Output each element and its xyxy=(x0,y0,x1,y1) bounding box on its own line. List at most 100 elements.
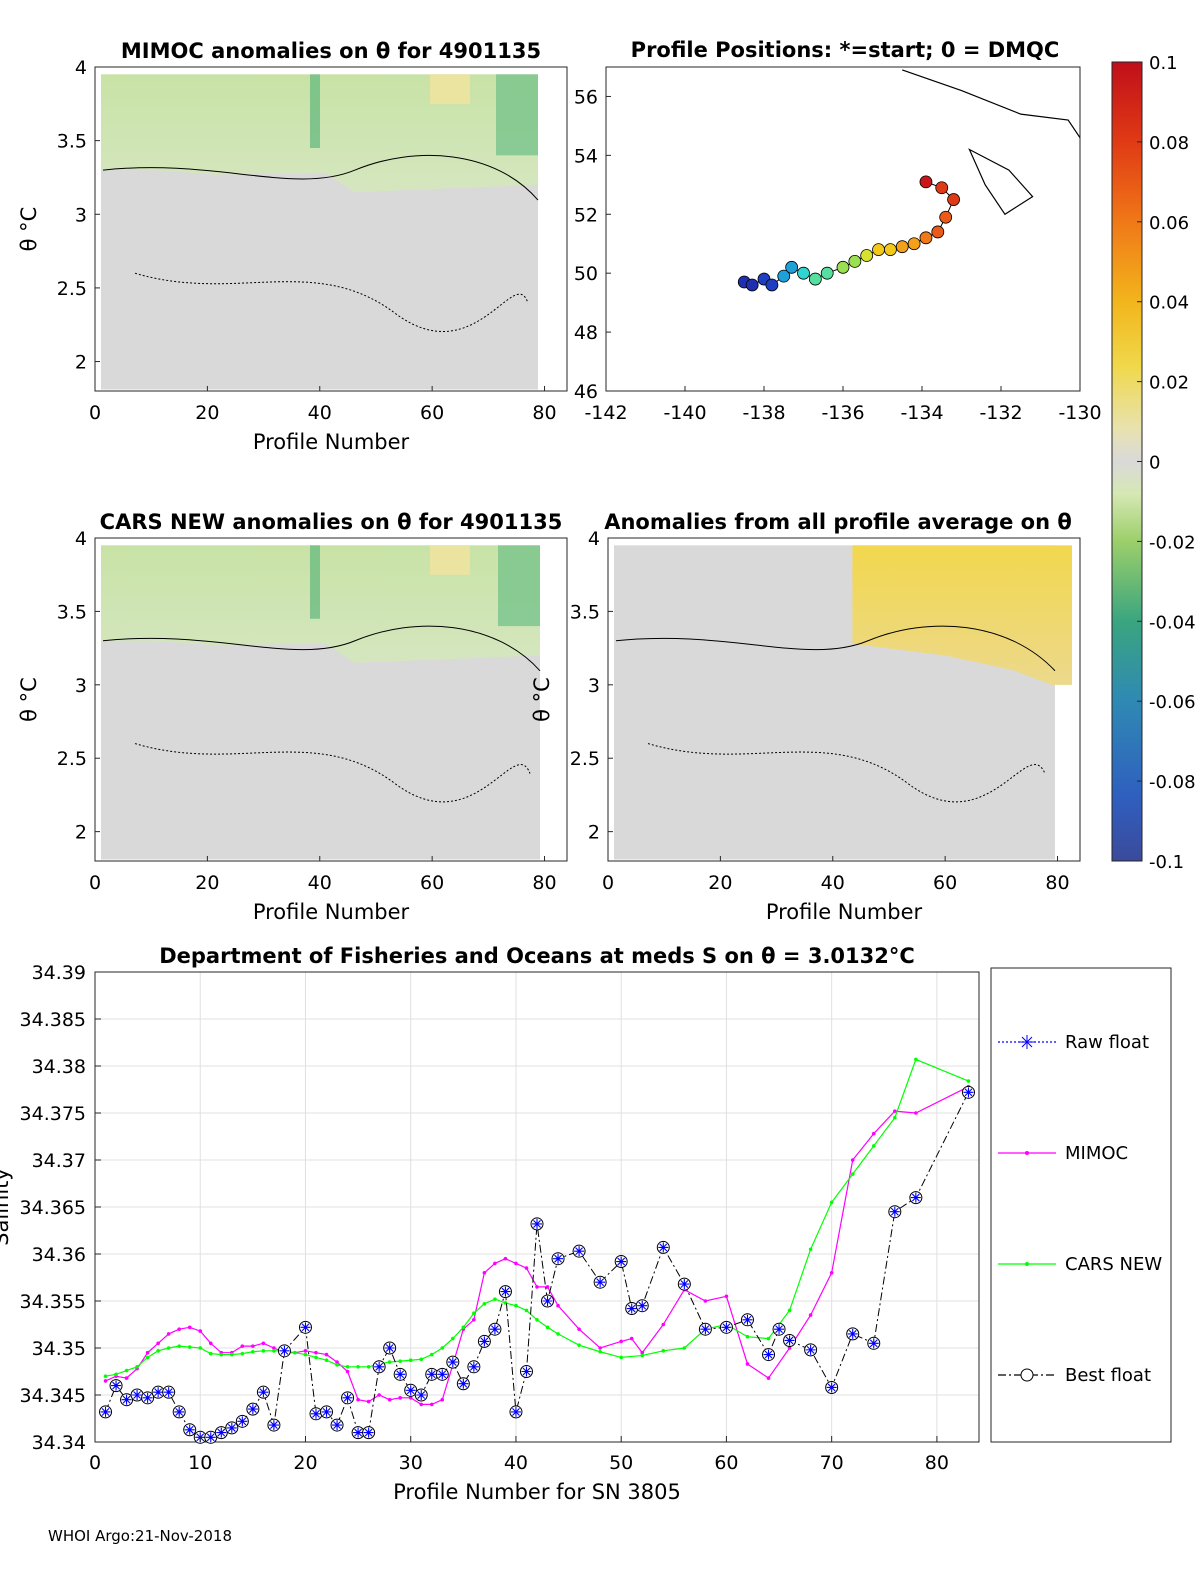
series-point xyxy=(703,1299,708,1303)
y-tick-label: 48 xyxy=(574,322,598,344)
raw-float-marker xyxy=(174,1406,185,1417)
track-point xyxy=(820,266,834,280)
track-point xyxy=(860,249,874,262)
series-point xyxy=(198,1329,203,1333)
series-point xyxy=(251,1349,255,1354)
series-point xyxy=(208,1341,213,1346)
raw-float-marker xyxy=(100,1406,111,1417)
raw-float-marker xyxy=(163,1387,174,1398)
series-point xyxy=(124,1376,129,1380)
raw-float-marker xyxy=(868,1338,879,1349)
series-point xyxy=(272,1346,276,1350)
y-tick-label: 34.37 xyxy=(32,1150,86,1172)
raw-float-marker xyxy=(595,1277,606,1288)
track-point xyxy=(919,175,933,189)
series-point xyxy=(145,1350,150,1355)
raw-float-marker xyxy=(205,1432,216,1443)
y-tick-label: 34.385 xyxy=(20,1009,86,1031)
axes-frame xyxy=(605,66,1081,392)
y-tick-label: 3 xyxy=(75,204,87,226)
series-point xyxy=(829,1271,834,1275)
series-point xyxy=(145,1355,150,1360)
raw-float-marker xyxy=(574,1246,585,1257)
x-tick-label: -134 xyxy=(900,402,943,424)
series-point xyxy=(871,1131,876,1136)
panel-title: CARS NEW anomalies on θ for 4901135 xyxy=(100,510,563,534)
raw-float-marker xyxy=(658,1242,669,1253)
series-point xyxy=(914,1057,918,1062)
y-tick-label: 2.5 xyxy=(570,748,600,770)
series-point xyxy=(808,1247,813,1252)
series-point xyxy=(535,1285,539,1289)
series-point xyxy=(808,1313,813,1317)
series-point xyxy=(240,1351,245,1356)
raw-float-marker xyxy=(847,1328,858,1339)
x-tick-label: -140 xyxy=(663,402,706,424)
series-point xyxy=(293,1350,297,1355)
series-point xyxy=(419,1357,424,1362)
track-point xyxy=(939,210,953,224)
raw-float-marker xyxy=(237,1416,248,1427)
raw-float-marker xyxy=(384,1343,395,1353)
x-tick-label: 50 xyxy=(609,1452,633,1474)
colorbar-tick-label: -0.04 xyxy=(1149,612,1196,633)
heatmap-strong-cell xyxy=(498,545,540,627)
raw-float-marker xyxy=(247,1404,258,1415)
legend-marker xyxy=(1025,1262,1029,1266)
heatmap-warm-cell xyxy=(430,74,470,104)
heatmap-panel-mimoc: 0 20 40 60 80 2 2.5 3 3.5 4 MIMOC anomalies on θ f… xyxy=(17,39,568,454)
series-point xyxy=(261,1341,266,1346)
series-point xyxy=(766,1376,771,1380)
x-tick-label: 60 xyxy=(933,872,957,894)
heatmap-contour-solid xyxy=(102,625,541,672)
track-point xyxy=(808,272,822,286)
track-line xyxy=(744,181,955,286)
series-point xyxy=(377,1393,381,1397)
map-panel: -142 -140 -138 -136 -134 -132 -130 46 48 50 52 54 56… xyxy=(574,38,1102,424)
series-point xyxy=(619,1355,623,1360)
raw-float-marker xyxy=(763,1349,774,1360)
series-point xyxy=(461,1325,466,1330)
legend-label: Raw float xyxy=(1065,1032,1149,1053)
series-point xyxy=(493,1261,497,1266)
legend-label: Best float xyxy=(1065,1365,1151,1386)
y-tick-label: 3.5 xyxy=(57,601,87,623)
raw-float-marker xyxy=(626,1303,637,1314)
track-point xyxy=(797,266,810,280)
raw-float-marker xyxy=(111,1380,122,1391)
x-tick-label: 80 xyxy=(532,402,556,424)
raw-float-marker xyxy=(458,1378,469,1389)
raw-float-marker xyxy=(826,1382,837,1393)
y-axis-label: θ °C xyxy=(17,677,41,722)
track-point xyxy=(848,254,862,268)
series-point xyxy=(556,1303,560,1308)
y-tick-label: 34.34 xyxy=(32,1432,86,1454)
raw-float-marker xyxy=(500,1286,511,1297)
track-point xyxy=(785,260,799,274)
y-tick-label: 4 xyxy=(75,528,87,550)
series-point xyxy=(324,1358,329,1363)
series-point xyxy=(787,1308,792,1313)
raw-float-marker xyxy=(395,1369,406,1380)
x-tick-label: 0 xyxy=(89,872,101,894)
y-tick-label: 2.5 xyxy=(57,278,87,300)
series-point xyxy=(893,1109,897,1113)
heatmap-strong-cell xyxy=(310,74,320,148)
x-axis-label: Profile Number xyxy=(766,900,923,924)
x-tick-label: 0 xyxy=(602,872,614,894)
y-tick-label: 34.365 xyxy=(20,1197,86,1219)
series-point xyxy=(114,1372,118,1377)
raw-float-marker xyxy=(721,1322,732,1333)
series-point xyxy=(177,1327,181,1331)
y-tick-label: 3.5 xyxy=(570,601,600,623)
series-point xyxy=(482,1271,487,1275)
track-point xyxy=(872,243,885,257)
raw-float-marker xyxy=(963,1087,974,1098)
series-point xyxy=(545,1325,550,1330)
raw-float-marker xyxy=(553,1253,564,1264)
y-tick-label: 3.5 xyxy=(57,131,87,153)
series-point xyxy=(545,1285,550,1289)
raw-float-marker xyxy=(805,1344,816,1355)
raw-float-marker xyxy=(342,1392,353,1403)
y-axis-label: θ °C xyxy=(530,677,554,722)
